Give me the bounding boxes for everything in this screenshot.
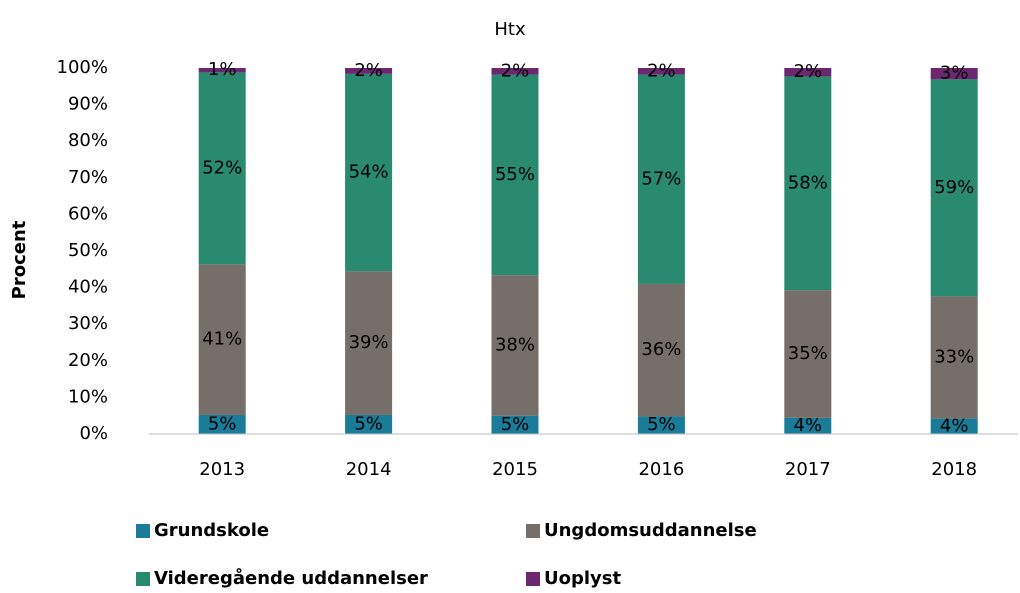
y-tick-label: 0%: [79, 423, 108, 444]
data-label: 5%: [647, 414, 676, 435]
data-label: 35%: [788, 343, 828, 364]
y-tick-label: 70%: [68, 167, 108, 188]
x-tick-label: 2015: [492, 459, 538, 480]
bar-segment: [784, 290, 832, 418]
bar-segment: [930, 68, 978, 80]
y-tick-label: 40%: [68, 277, 108, 298]
y-tick-label: 100%: [57, 57, 108, 78]
y-tick-label: 60%: [68, 203, 108, 224]
legend-label: Uoplyst: [544, 568, 621, 589]
x-tick-label: 2013: [199, 459, 245, 480]
bar-segment: [784, 417, 832, 434]
bar-segment: [784, 68, 832, 77]
y-tick-label: 80%: [68, 130, 108, 151]
bar-segment: [930, 79, 978, 297]
bar-segment: [491, 74, 539, 276]
data-label: 36%: [641, 339, 681, 360]
data-label: 1%: [208, 59, 237, 80]
data-label: 54%: [349, 161, 389, 182]
bar-segment: [198, 68, 246, 73]
data-label: 41%: [202, 329, 242, 350]
legend-label: Ungdomsuddannelse: [544, 520, 757, 541]
legend-label: Grundskole: [154, 520, 269, 541]
data-label: 59%: [934, 177, 974, 198]
data-label: 4%: [794, 415, 823, 436]
bar-segment: [491, 415, 539, 434]
y-tick-label: 10%: [68, 386, 108, 407]
bar-segment: [345, 73, 393, 272]
bar-segment: [930, 296, 978, 419]
y-tick-label: 30%: [68, 313, 108, 334]
data-label: 55%: [495, 164, 535, 185]
bar-segment: [345, 68, 393, 74]
bar-segment: [637, 283, 685, 417]
data-label: 4%: [940, 415, 969, 436]
data-label: 3%: [940, 63, 969, 84]
chart-title: Htx: [494, 19, 526, 40]
data-label: 2%: [647, 60, 676, 81]
data-label: 39%: [349, 332, 389, 353]
y-tick-label: 20%: [68, 350, 108, 371]
bar-segment: [637, 68, 685, 75]
bar-segment: [784, 76, 832, 291]
x-tick-label: 2018: [931, 459, 977, 480]
y-axis-title: Procent: [9, 220, 30, 299]
legend-swatch: [526, 524, 540, 538]
data-label: 2%: [354, 60, 383, 81]
data-label: 5%: [501, 414, 530, 435]
data-label: 2%: [794, 61, 823, 82]
bar-segment: [345, 271, 393, 415]
data-label: 57%: [641, 168, 681, 189]
legend-swatch: [526, 572, 540, 586]
legend-label: Videregående uddannelser: [154, 567, 428, 589]
bar-segment: [198, 72, 246, 265]
y-tick-label: 90%: [68, 94, 108, 115]
bar-segment: [491, 68, 539, 75]
bar-segment: [198, 264, 246, 415]
bar-segment: [637, 74, 685, 284]
data-label: 58%: [788, 172, 828, 193]
bar-segment: [637, 416, 685, 434]
data-label: 38%: [495, 334, 535, 355]
bar-segment: [345, 414, 393, 434]
data-label: 5%: [208, 413, 237, 434]
data-label: 52%: [202, 157, 242, 178]
y-tick-label: 50%: [68, 240, 108, 261]
data-label: 5%: [354, 413, 383, 434]
data-label: 33%: [934, 347, 974, 368]
data-label: 2%: [501, 60, 530, 81]
x-tick-label: 2017: [785, 459, 831, 480]
legend-swatch: [136, 572, 150, 586]
x-tick-label: 2014: [346, 459, 392, 480]
bar-segment: [930, 418, 978, 434]
bar-segment: [491, 275, 539, 416]
x-tick-label: 2016: [638, 459, 684, 480]
legend-swatch: [136, 524, 150, 538]
bar-segment: [198, 414, 246, 434]
